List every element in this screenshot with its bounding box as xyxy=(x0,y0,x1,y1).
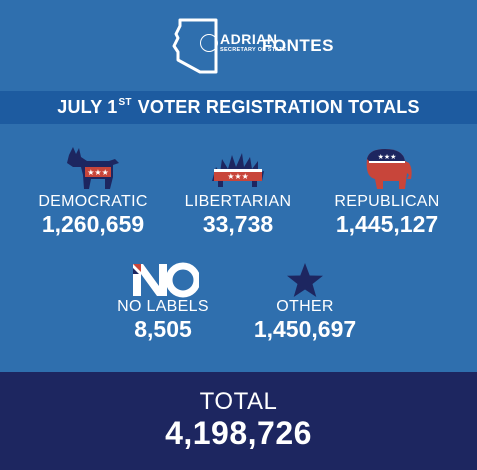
party-other: OTHER 1,450,697 xyxy=(246,262,364,342)
party-count: 33,738 xyxy=(202,211,274,237)
party-democratic: ★★★ DEMOCRATIC 1,260,659 xyxy=(34,145,152,237)
logo-last-name: FONTES xyxy=(262,36,334,55)
svg-text:★★★: ★★★ xyxy=(87,168,109,177)
logo-subtitle: SECRETARY OF STATE xyxy=(220,47,287,53)
party-label: OTHER xyxy=(276,298,334,315)
star-icon xyxy=(287,263,323,297)
elephant-icon: ★★★ xyxy=(366,149,412,189)
porcupine-icon: ★★★ xyxy=(212,153,264,187)
party-count: 8,505 xyxy=(134,316,192,342)
party-count: 1,260,659 xyxy=(41,211,145,237)
total-count: 4,198,726 xyxy=(165,415,312,451)
party-count: 1,445,127 xyxy=(335,211,439,237)
arizona-outline-icon xyxy=(172,18,218,74)
party-libertarian: ★★★ LIBERTARIAN 33,738 xyxy=(178,145,298,237)
logo-first-name: ADRIAN xyxy=(220,31,278,47)
svg-text:★★★: ★★★ xyxy=(378,153,397,161)
party-republican: ★★★ REPUBLICAN 1,445,127 xyxy=(328,145,446,237)
no-labels-logo-icon xyxy=(133,262,199,298)
total-label: TOTAL xyxy=(199,388,278,415)
party-count: 1,450,697 xyxy=(253,316,357,342)
donkey-icon: ★★★ xyxy=(67,147,119,189)
header: ADRIAN FONTES SECRETARY OF STATE xyxy=(0,0,477,92)
state-seal-icon xyxy=(200,34,218,52)
title-banner: JULY 1ST VOTER REGISTRATION TOTALS xyxy=(0,91,477,124)
secretary-of-state-logo: ADRIAN FONTES SECRETARY OF STATE xyxy=(170,14,333,76)
party-no-labels: NO LABELS 8,505 xyxy=(104,262,222,342)
svg-text:★★★: ★★★ xyxy=(227,172,249,181)
party-label: DEMOCRATIC xyxy=(38,193,148,210)
title-suffix: VOTER REGISTRATION TOTALS xyxy=(137,97,420,117)
party-label: NO LABELS xyxy=(117,298,209,315)
total-band: TOTAL 4,198,726 xyxy=(0,372,477,470)
title-superscript: ST xyxy=(118,97,132,108)
title-prefix: JULY 1 xyxy=(57,97,118,117)
party-label: LIBERTARIAN xyxy=(184,193,292,210)
party-label: REPUBLICAN xyxy=(334,193,440,210)
